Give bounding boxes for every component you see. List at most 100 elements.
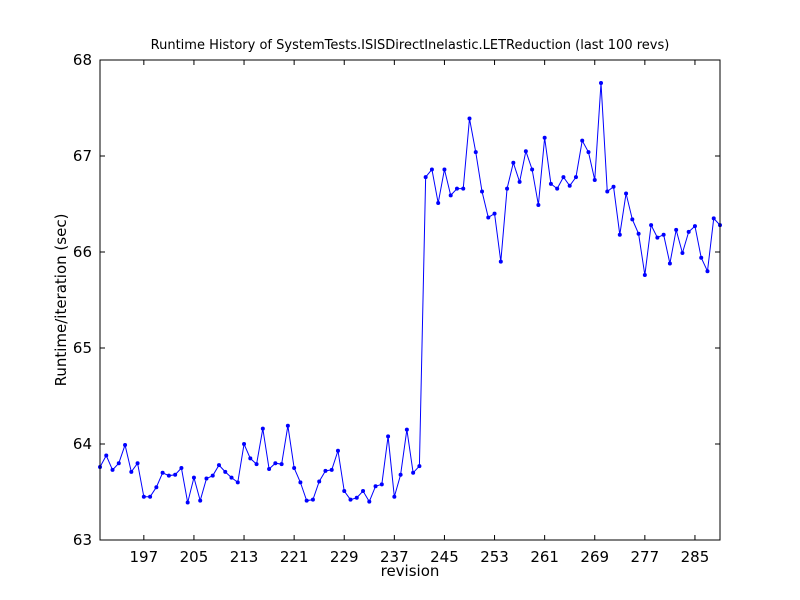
line — [99, 83, 721, 503]
y-tick-label: 66 — [73, 243, 92, 261]
point — [611, 184, 616, 189]
x-tick-label: 253 — [480, 548, 509, 566]
point — [104, 453, 109, 458]
point — [624, 191, 629, 196]
point — [523, 149, 528, 154]
point — [110, 467, 115, 472]
point — [655, 235, 660, 240]
point — [667, 261, 672, 266]
point — [580, 138, 585, 143]
point — [185, 500, 190, 505]
point — [342, 489, 347, 494]
y-tick-label: 67 — [73, 147, 92, 165]
point — [216, 463, 221, 468]
point — [429, 167, 434, 172]
point — [379, 482, 384, 487]
point — [323, 468, 328, 473]
point — [298, 480, 303, 485]
point — [310, 497, 315, 502]
point — [586, 150, 591, 155]
point — [354, 495, 359, 500]
y-tick-label: 63 — [73, 531, 92, 549]
y-axis-label: Runtime/iteration (sec) — [52, 214, 70, 387]
point — [123, 442, 128, 447]
x-tick-label: 205 — [180, 548, 209, 566]
point — [480, 189, 485, 194]
point — [160, 470, 165, 475]
point — [567, 183, 572, 188]
point — [248, 456, 253, 461]
point — [204, 476, 209, 481]
y-tick-label: 68 — [73, 51, 92, 69]
point — [705, 269, 710, 274]
x-tick-label: 269 — [580, 548, 609, 566]
point — [436, 201, 441, 206]
point — [116, 461, 121, 466]
y-tick-label: 64 — [73, 435, 92, 453]
point — [442, 167, 447, 172]
point — [198, 498, 203, 503]
x-tick-label: 221 — [280, 548, 309, 566]
point — [711, 216, 716, 221]
axes-frame — [99, 59, 721, 541]
point — [555, 186, 560, 191]
point — [292, 466, 297, 470]
x-tick-label: 277 — [631, 548, 660, 566]
point — [173, 472, 178, 477]
point — [141, 494, 146, 499]
point — [223, 469, 228, 474]
point — [517, 179, 522, 184]
plot-area: 63 64 65 66 67 68 197 205 213 221 229 237 245 253 261 2… — [73, 51, 722, 566]
point — [335, 448, 340, 453]
x-tick-label: 213 — [230, 548, 259, 566]
point — [242, 442, 247, 446]
point — [680, 250, 685, 255]
point — [617, 232, 622, 237]
point — [674, 227, 679, 232]
point — [404, 427, 409, 432]
point — [135, 461, 140, 466]
point — [467, 116, 472, 121]
point — [166, 473, 171, 478]
x-tick-label: 229 — [330, 548, 359, 566]
y-tick-label: 65 — [73, 339, 92, 357]
point — [536, 202, 541, 207]
point — [361, 489, 366, 494]
chart-title: Runtime History of SystemTests.ISISDirec… — [151, 38, 670, 53]
point — [511, 160, 516, 165]
point — [699, 255, 704, 260]
point — [417, 464, 422, 469]
point — [630, 217, 635, 222]
point — [473, 150, 478, 155]
x-tick-label: 237 — [380, 548, 409, 566]
point — [692, 224, 697, 229]
point — [367, 499, 372, 504]
point — [636, 231, 641, 236]
x-tick-label: 261 — [530, 548, 559, 566]
point — [649, 223, 654, 228]
point — [530, 167, 535, 172]
point — [599, 81, 604, 86]
point — [561, 175, 566, 180]
point — [605, 189, 610, 194]
point — [486, 215, 491, 220]
point — [254, 462, 259, 467]
point — [548, 181, 553, 186]
point — [154, 485, 159, 490]
point — [210, 473, 215, 478]
point — [386, 434, 391, 439]
point — [229, 475, 234, 480]
point — [129, 469, 134, 474]
x-tick-label: 245 — [430, 548, 459, 566]
point — [573, 175, 578, 180]
point — [235, 480, 240, 485]
point — [273, 461, 278, 466]
point — [642, 273, 647, 278]
point — [191, 475, 196, 480]
point — [661, 232, 666, 237]
x-axis-label: revision — [381, 562, 440, 580]
point — [260, 426, 265, 431]
point — [148, 494, 153, 499]
